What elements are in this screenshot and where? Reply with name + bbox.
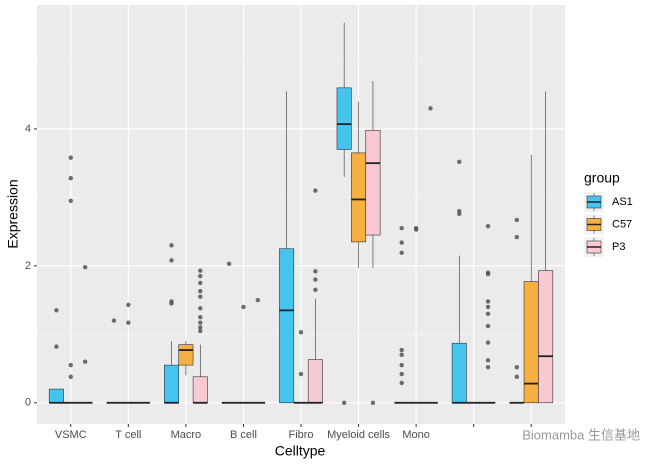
outlier: [485, 271, 491, 277]
outlier: [485, 323, 491, 329]
outlier: [82, 265, 88, 270]
box: [365, 129, 381, 236]
outlier: [68, 176, 73, 181]
outlier: [169, 301, 174, 306]
outlier: [126, 302, 131, 308]
outlier: [399, 380, 404, 386]
outlier: [68, 374, 73, 379]
outlier: [198, 325, 203, 330]
legend-label: C57: [612, 218, 632, 230]
box: [164, 364, 179, 404]
box: [336, 87, 352, 150]
outlier: [399, 347, 404, 353]
outlier: [485, 364, 491, 370]
legend-label: AS1: [612, 196, 633, 208]
x-axis-title: Celltype: [275, 443, 326, 459]
outlier: [370, 400, 376, 405]
x-tick-label: Myeloid cells: [327, 429, 390, 441]
outlier: [485, 311, 491, 316]
x-tick-label: VSMC: [55, 429, 87, 441]
outlier: [485, 223, 491, 229]
outlier: [399, 250, 404, 256]
outlier: [198, 280, 203, 286]
outlier: [428, 106, 433, 111]
y-tick-label: 0: [25, 397, 31, 409]
outlier: [68, 362, 73, 368]
y-tick-label: 2: [25, 260, 31, 272]
outlier: [198, 294, 203, 299]
box: [48, 388, 64, 404]
outlier: [241, 304, 246, 310]
outlier: [255, 297, 261, 303]
box: [351, 152, 367, 243]
x-tick-label: Mono: [402, 429, 430, 441]
marks: [48, 22, 554, 405]
outlier: [298, 330, 304, 335]
y-tick-label: 4: [25, 123, 31, 135]
outlier: [514, 234, 520, 240]
outlier: [341, 400, 347, 405]
box: [538, 270, 554, 404]
outlier: [169, 258, 174, 263]
outlier: [457, 159, 462, 164]
outlier: [198, 320, 203, 325]
outlier: [226, 261, 232, 266]
outlier: [313, 277, 318, 282]
outlier: [514, 374, 520, 379]
outlier: [198, 306, 203, 311]
outlier: [514, 364, 520, 370]
box: [523, 281, 539, 404]
box: [178, 344, 194, 366]
outlier: [485, 340, 491, 345]
outlier: [313, 188, 318, 193]
watermark: Biomamba 生信基地: [522, 427, 640, 442]
outlier: [399, 371, 404, 377]
outlier: [198, 314, 203, 320]
legend-label: P3: [612, 241, 625, 253]
outlier: [68, 198, 73, 204]
outlier: [198, 288, 203, 294]
outlier: [82, 359, 88, 364]
outlier: [198, 328, 203, 334]
outlier: [514, 217, 520, 223]
box: [192, 376, 208, 404]
box: [279, 248, 295, 404]
x-tick-label: Macro: [171, 429, 202, 441]
outlier: [399, 225, 404, 231]
outlier: [54, 308, 59, 313]
outlier: [68, 155, 73, 160]
outlier: [413, 227, 419, 232]
outlier: [399, 352, 404, 358]
y-axis-title: Expression: [5, 179, 21, 248]
legend-title: group: [584, 170, 620, 186]
outlier: [313, 269, 318, 274]
outlier: [54, 344, 59, 349]
outlier: [313, 287, 318, 293]
box: [451, 342, 467, 404]
box: [307, 359, 323, 404]
outlier: [298, 371, 304, 377]
outlier: [399, 240, 404, 245]
x-tick-label: B cell: [230, 429, 257, 441]
outlier: [169, 243, 174, 248]
outlier: [457, 211, 462, 217]
outlier: [485, 358, 491, 363]
x-tick-label: T cell: [115, 429, 141, 441]
outlier: [485, 299, 491, 304]
x-tick-label: Fibro: [288, 429, 313, 441]
outlier: [198, 268, 203, 273]
outlier: [111, 318, 117, 323]
outlier: [485, 304, 491, 310]
outlier: [126, 320, 131, 325]
outlier: [399, 362, 404, 368]
outlier: [198, 273, 203, 279]
